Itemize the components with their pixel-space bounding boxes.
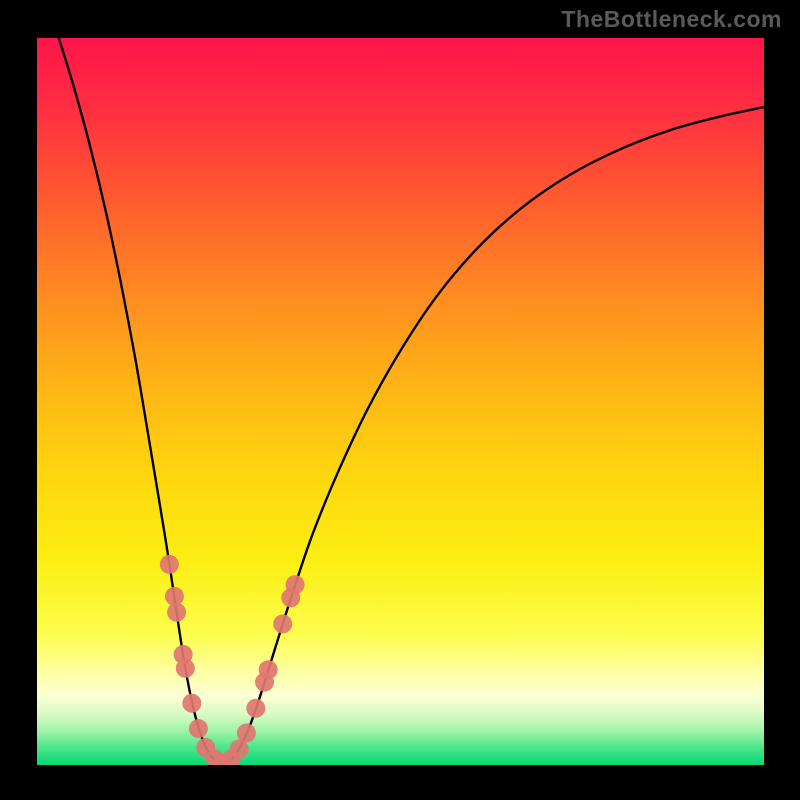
data-point-marker [273,614,292,633]
data-point-marker [165,587,184,606]
data-point-marker [176,659,195,678]
plot-gradient-background [37,38,764,765]
data-point-marker [182,694,201,713]
data-point-marker [259,660,278,679]
data-point-marker [286,575,305,594]
data-point-marker [167,603,186,622]
data-point-marker [237,724,256,743]
bottleneck-chart-svg [0,0,800,800]
data-point-marker [160,555,179,574]
chart-stage: TheBottleneck.com [0,0,800,800]
data-point-marker [189,719,208,738]
data-point-marker [246,699,265,718]
watermark-text: TheBottleneck.com [561,6,782,33]
